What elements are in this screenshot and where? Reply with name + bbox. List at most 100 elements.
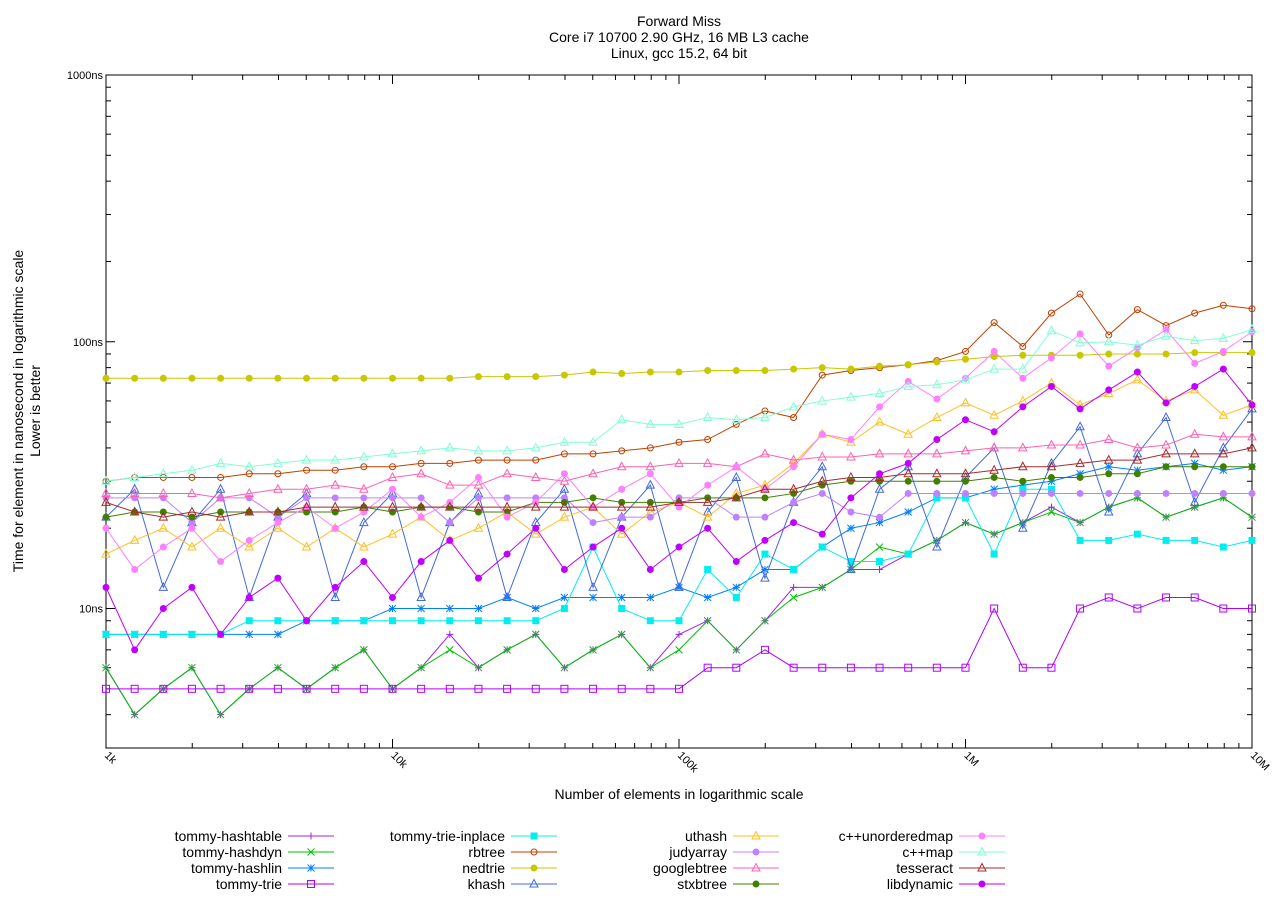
data-point [1191,463,1199,471]
data-point [960,468,971,478]
data-point [646,368,654,376]
data-point [216,710,225,719]
data-point [101,487,111,497]
data-point [1219,489,1227,497]
data-point [904,477,912,485]
data-point [1247,431,1257,441]
x-tick-label: 100k [675,750,701,776]
data-point [560,663,569,672]
legend-entry: tommy-trie [216,876,334,892]
data-point [446,536,454,544]
data-point [645,418,656,428]
data-point [158,468,169,478]
data-point [960,445,971,455]
data-point [331,374,339,382]
data-point [445,684,454,693]
data-point [1191,309,1199,317]
data-point [818,481,826,489]
data-point [389,494,396,502]
data-point [1103,336,1114,346]
legend-label: tommy-hashdyn [182,844,282,860]
data-point [1103,454,1114,464]
data-point [330,591,341,601]
data-point [245,536,253,544]
data-point [847,558,855,566]
legend-label: stxbtree [677,876,727,892]
data-point [359,541,369,551]
data-point [187,541,197,551]
data-point [445,645,454,654]
data-point [1133,470,1141,478]
data-point [303,374,311,382]
data-point [618,370,626,378]
data-point [274,374,282,382]
data-point [273,506,283,516]
data-point [818,583,827,592]
data-point [331,663,340,672]
legend-entry: nedtrie [462,860,557,876]
data-point [904,663,913,672]
data-point [217,473,225,481]
data-point [274,574,282,582]
plot-area [101,290,1257,719]
data-point [1075,337,1085,347]
data-point [1133,306,1141,314]
x-tick-label: 10M [1248,750,1272,774]
data-point [331,508,339,516]
legend-entry: uthash [685,828,779,844]
data-point [761,367,769,375]
data-point [788,483,799,493]
data-point [1161,411,1171,422]
data-point [131,566,139,574]
data-point [273,522,283,532]
data-point [1219,347,1227,355]
data-point [187,464,197,474]
data-point [932,541,942,551]
data-point [1019,351,1027,359]
data-point [1219,301,1227,309]
data-point [847,436,855,444]
data-point [1248,305,1256,313]
legend-entry: c++map [902,844,1005,860]
data-point [1017,461,1028,471]
data-point [790,566,798,574]
axes: 1000ns 100ns 10ns 1k 10k 100k 1M 10M [67,70,1272,775]
data-point [301,501,312,511]
data-point [1161,439,1171,449]
legend-label: c++map [902,844,953,860]
data-point [502,468,512,478]
legend-label: tommy-trie [216,876,282,892]
data-point [331,684,340,693]
data-point [216,684,225,693]
data-point [503,617,511,625]
legend-marker [978,880,986,888]
data-point [904,489,912,497]
data-point [417,663,426,672]
data-point [645,479,656,489]
data-point [1076,473,1084,481]
data-point [702,457,713,467]
data-point [1047,489,1055,497]
data-point [960,397,971,407]
data-point [618,513,626,521]
data-point [245,593,253,601]
data-point [589,645,597,654]
data-point [1076,489,1084,497]
data-point [989,442,999,452]
data-point [817,461,828,471]
data-point [245,630,254,639]
data-point [704,436,712,444]
data-point [645,501,656,511]
data-point [359,684,368,693]
data-point [617,630,626,639]
data-point [1076,536,1084,544]
x-tick-label: 1k [102,750,119,767]
data-point [732,663,741,672]
data-point [1191,489,1199,497]
data-point [1219,604,1228,613]
legend-entry: judyarray [668,844,779,860]
legend-entry: googlebtree [653,860,779,876]
data-point [217,630,225,638]
data-point [244,506,255,516]
data-point [387,448,398,458]
